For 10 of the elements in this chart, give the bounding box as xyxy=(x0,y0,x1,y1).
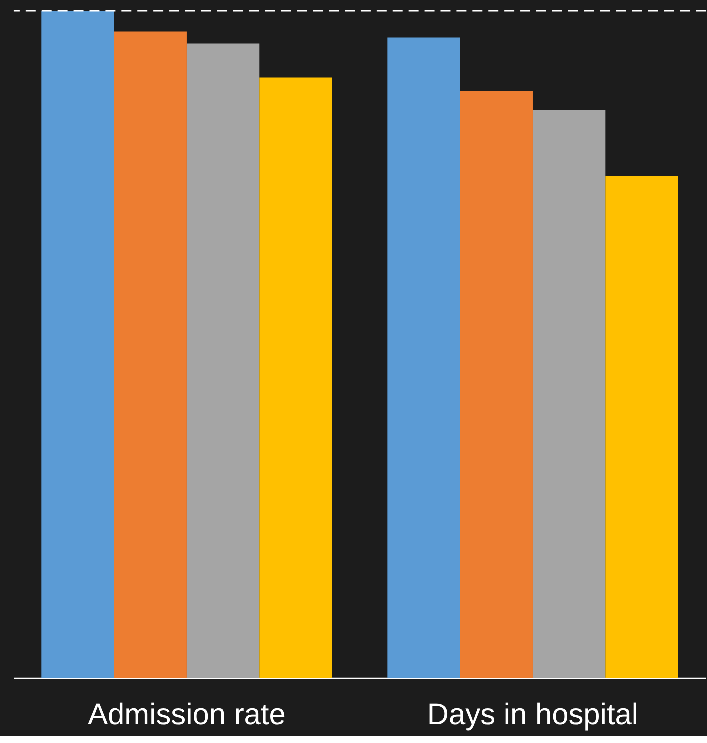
bar xyxy=(114,32,187,678)
bar xyxy=(460,91,533,678)
x-tick-label: Admission rate xyxy=(88,698,286,732)
bar xyxy=(42,11,114,678)
bar xyxy=(388,38,460,678)
bar xyxy=(186,44,260,678)
bar xyxy=(606,176,678,678)
bar xyxy=(260,78,332,678)
x-tick-label: Days in hospital xyxy=(427,698,639,732)
bar xyxy=(532,110,606,678)
